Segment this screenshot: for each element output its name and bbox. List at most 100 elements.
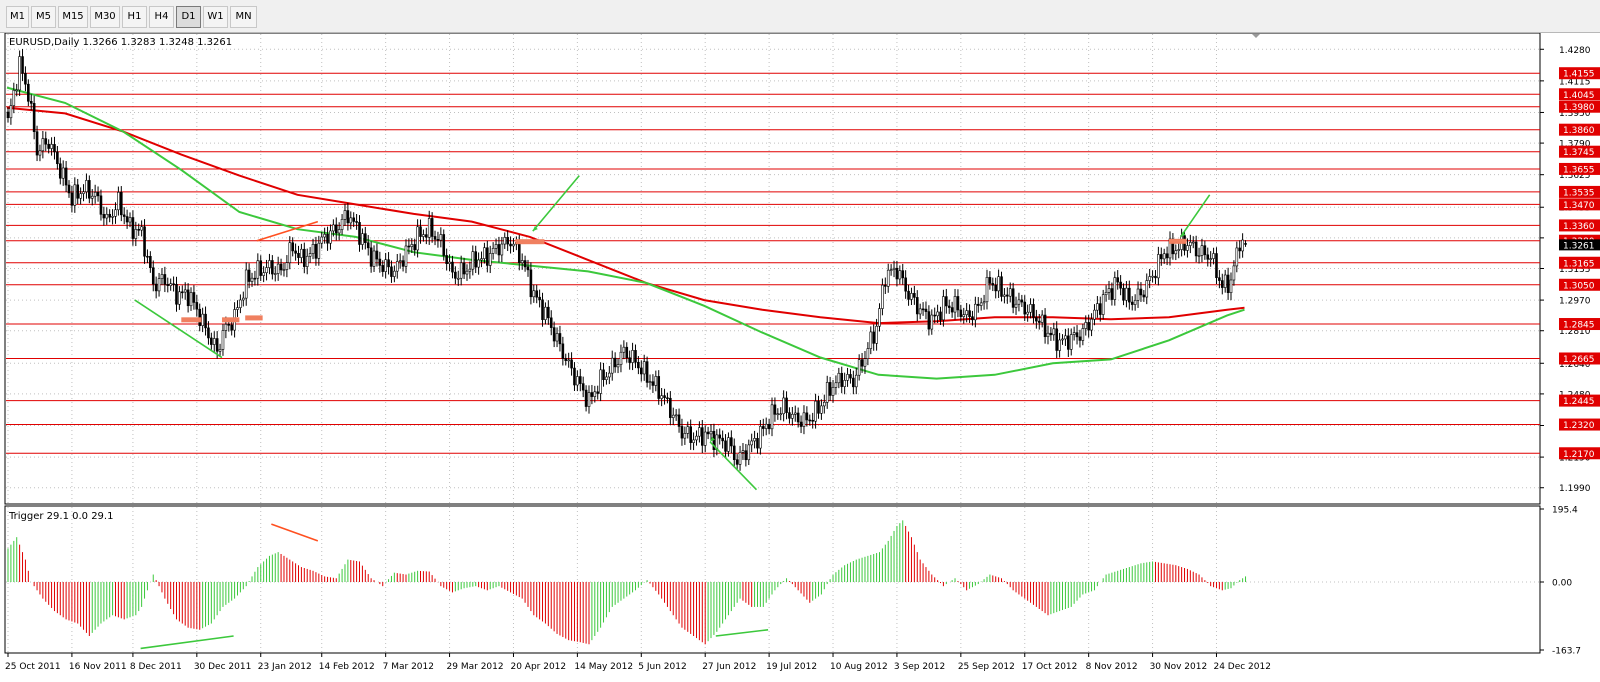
candle-body (526, 266, 530, 271)
x-tick-label: 14 Feb 2012 (319, 662, 375, 672)
trendline[interactable] (256, 220, 319, 242)
candle-body (976, 303, 980, 306)
arrow-head (532, 226, 538, 232)
candle-body (393, 270, 396, 277)
candle-body (849, 374, 852, 379)
trendline[interactable] (134, 299, 223, 359)
x-tick-label: 14 May 2012 (574, 662, 633, 672)
annotation-box[interactable] (1169, 238, 1187, 244)
annotation-box[interactable] (221, 317, 240, 323)
candle-body (1069, 334, 1073, 350)
candle-body (634, 350, 637, 363)
candle-body (35, 131, 39, 156)
trendline[interactable] (271, 523, 319, 542)
candle-body (1026, 311, 1029, 315)
candle-body (250, 277, 254, 282)
candle-body (1165, 253, 1169, 259)
timeframe-m15-button[interactable]: M15 (58, 6, 88, 28)
timeframe-h4-button[interactable]: H4 (149, 6, 174, 28)
annotation-box[interactable] (245, 315, 263, 321)
candle-body (117, 192, 120, 211)
chart-shift-marker[interactable] (1252, 34, 1260, 38)
annotation-box[interactable] (181, 317, 202, 323)
candle-body (166, 284, 170, 286)
candle-body (105, 213, 109, 219)
candle-body (1011, 288, 1015, 308)
candle-body (1072, 332, 1076, 335)
candle-body (375, 250, 379, 260)
candle-body (581, 383, 585, 391)
candle-body (82, 191, 85, 194)
candle-body (997, 276, 1000, 292)
candle-body (1084, 322, 1088, 329)
timeframe-w1-button[interactable]: W1 (203, 6, 228, 28)
candle-body (814, 400, 817, 422)
candle-body (114, 209, 117, 217)
y-tick-label: 1.3135 (1559, 265, 1591, 275)
candle-body (538, 296, 541, 301)
candle-body (1119, 281, 1122, 289)
candle-body (770, 404, 774, 430)
candle-body (18, 56, 21, 91)
candle-body (834, 382, 838, 388)
candle-body (224, 323, 228, 331)
candle-body (332, 224, 335, 232)
candle-body (1189, 242, 1192, 246)
candle-body (58, 163, 62, 179)
candle-body (706, 431, 710, 435)
trendline[interactable] (532, 175, 580, 232)
candle-body (1093, 309, 1096, 320)
annotations (134, 175, 1211, 650)
timeframe-m5-button[interactable]: M5 (31, 6, 56, 28)
timeframe-d1-button[interactable]: D1 (176, 6, 201, 28)
candle-body (451, 261, 454, 273)
candle-body (326, 234, 329, 244)
candle-body (29, 100, 33, 104)
candle-body (1061, 338, 1064, 341)
candle-body (506, 237, 509, 245)
candle-body (1139, 288, 1143, 296)
level-price-text: 1.4155 (1563, 70, 1595, 80)
trendline[interactable] (1179, 194, 1211, 238)
candle-body (689, 426, 692, 443)
timeframe-h1-button[interactable]: H1 (122, 6, 147, 28)
candle-body (212, 338, 216, 345)
candle-body (314, 244, 318, 259)
candle-body (962, 314, 966, 317)
candle-body (491, 247, 495, 254)
candle-body (945, 296, 948, 307)
candle-body (149, 256, 152, 269)
candle-body (950, 307, 954, 313)
y-tick-label: 1.2810 (1559, 327, 1591, 337)
candle-body (151, 267, 155, 285)
trendline[interactable] (715, 628, 769, 637)
timeframe-mn-button[interactable]: MN (230, 6, 257, 28)
x-tick-label: 5 Jun 2012 (638, 662, 686, 672)
candle-body (1226, 274, 1230, 294)
trendline[interactable] (709, 441, 758, 491)
candle-body (918, 308, 922, 315)
candle-body (390, 266, 393, 277)
trendline[interactable] (140, 635, 234, 650)
candle-body (1154, 275, 1157, 279)
candle-body (163, 274, 167, 285)
candle-body (881, 284, 884, 309)
candle-body (735, 459, 739, 465)
candle-body (1052, 328, 1056, 336)
candle-body (329, 230, 332, 244)
chart-area[interactable]: 1.42801.41151.39501.37901.36251.34551.32… (0, 32, 1600, 679)
candle-body (828, 382, 832, 396)
candle-body (791, 414, 794, 419)
timeframe-m30-button[interactable]: M30 (90, 6, 120, 28)
candle-body (512, 243, 515, 247)
candle-body (854, 374, 858, 388)
indicator-title: Trigger 29.1 0.0 29.1 (8, 511, 113, 522)
candle-body (884, 284, 887, 287)
candle-body (1238, 247, 1242, 252)
chart-svg[interactable]: 1.42801.41151.39501.37901.36251.34551.32… (0, 32, 1600, 679)
timeframe-m1-button[interactable]: M1 (6, 6, 29, 28)
candle-body (465, 270, 469, 275)
candle-body (497, 244, 501, 256)
annotation-box[interactable] (515, 239, 545, 245)
candle-body (613, 357, 617, 368)
